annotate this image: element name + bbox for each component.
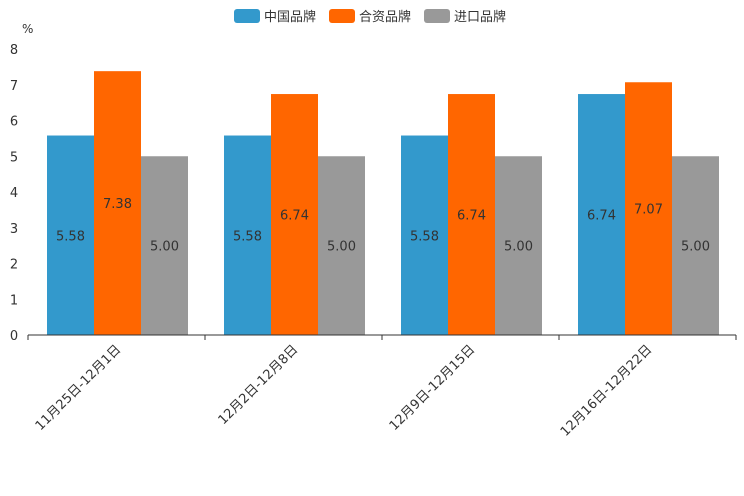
- x-tick-label: 11月25日-12月1日: [33, 342, 125, 434]
- y-tick-label: 0: [10, 329, 18, 344]
- bar-value-label: 7.07: [634, 203, 663, 218]
- bar-value-label: 5.00: [150, 240, 179, 255]
- bar: [448, 94, 495, 335]
- legend-swatch: [329, 9, 355, 23]
- bar: [271, 94, 318, 335]
- legend: 中国品牌 合资品牌 进口品牌: [234, 9, 506, 25]
- x-tick-label: 12月2日-12月8日: [216, 342, 302, 428]
- y-tick-label: 4: [10, 186, 18, 201]
- bar-value-label: 5.00: [327, 240, 356, 255]
- x-tick-label: 12月16日-12月22日: [558, 342, 655, 439]
- bar: [94, 71, 141, 335]
- bar: [318, 156, 365, 335]
- bar: [224, 135, 271, 335]
- bars: [47, 71, 719, 335]
- y-tick-label: 6: [10, 115, 18, 130]
- bar: [401, 135, 448, 335]
- bar: [141, 156, 188, 335]
- bar: [47, 135, 94, 335]
- legend-swatch: [234, 9, 260, 23]
- y-tick-label: 2: [10, 258, 18, 273]
- legend-label: 合资品牌: [359, 9, 411, 25]
- bar-value-label: 5.58: [410, 229, 439, 244]
- y-axis-unit-label: %: [22, 22, 33, 36]
- bar-labels: 5.58 7.38 5.00 5.58 6.74 5.00 5.58 6.74 5.00 6.74…: [56, 197, 710, 255]
- y-axis: 0 1 2 3 4 5 6 7 8: [10, 43, 18, 344]
- bar-value-label: 6.74: [457, 209, 486, 224]
- bar-value-label: 7.38: [103, 197, 132, 212]
- bar: [495, 156, 542, 335]
- bar-value-label: 6.74: [587, 209, 616, 224]
- bar-value-label: 6.74: [280, 209, 309, 224]
- bar: [578, 94, 625, 335]
- legend-label: 进口品牌: [454, 9, 506, 25]
- y-tick-label: 8: [10, 43, 18, 58]
- y-tick-label: 7: [10, 79, 18, 94]
- legend-label: 中国品牌: [264, 9, 316, 25]
- x-axis: 11月25日-12月1日 12月2日-12月8日 12月9日-12月15日 12月16…: [27, 334, 737, 440]
- bar-value-label: 5.00: [504, 240, 533, 255]
- bar-value-label: 5.58: [233, 229, 262, 244]
- bar-value-label: 5.00: [681, 240, 710, 255]
- y-tick-label: 3: [10, 222, 18, 237]
- bar: [625, 82, 672, 335]
- y-tick-label: 5: [10, 150, 18, 165]
- legend-swatch: [424, 9, 450, 23]
- y-tick-label: 1: [10, 293, 18, 308]
- x-tick-label: 12月9日-12月15日: [387, 342, 479, 434]
- bar-value-label: 5.58: [56, 229, 85, 244]
- bar: [672, 156, 719, 335]
